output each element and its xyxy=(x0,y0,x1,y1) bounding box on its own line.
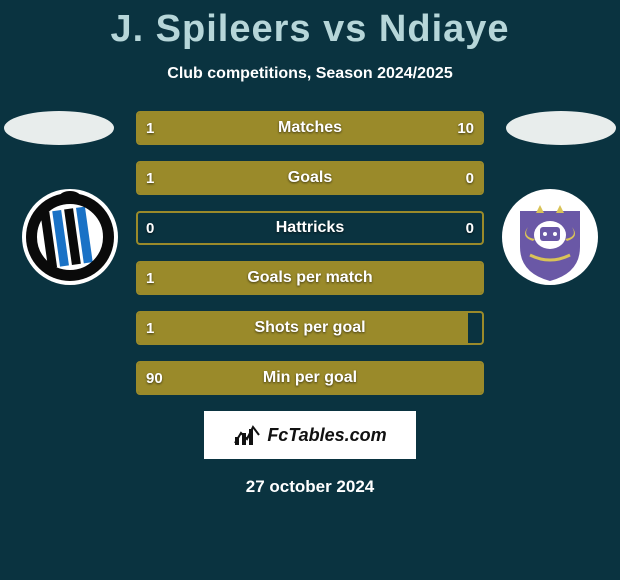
club-right-badge xyxy=(500,187,600,287)
page-title: J. Spileers vs Ndiaye xyxy=(0,8,620,51)
club-left-badge xyxy=(20,187,120,287)
stat-label: Shots per goal xyxy=(138,313,482,343)
stat-row-min-per-goal: Min per goal90 xyxy=(136,361,484,395)
stat-label: Min per goal xyxy=(138,363,482,393)
brand-label: FcTables.com xyxy=(267,425,386,446)
stat-label: Matches xyxy=(138,113,482,143)
stat-row-goals-per-match: Goals per match1 xyxy=(136,261,484,295)
stat-value-left: 1 xyxy=(146,113,154,143)
stat-row-hattricks: Hattricks0 0 xyxy=(136,211,484,245)
player-right-ellipse xyxy=(506,111,616,145)
date-label: 27 october 2024 xyxy=(0,477,620,497)
stat-value-right: 10 xyxy=(457,113,474,143)
brand-badge: FcTables.com xyxy=(204,411,416,459)
stat-label: Goals per match xyxy=(138,263,482,293)
stat-value-left: 1 xyxy=(146,313,154,343)
brand-chart-icon xyxy=(233,423,261,447)
stat-value-left: 90 xyxy=(146,363,163,393)
subtitle: Club competitions, Season 2024/2025 xyxy=(0,65,620,83)
stat-value-right: 0 xyxy=(466,163,474,193)
stat-row-shots-per-goal: Shots per goal1 xyxy=(136,311,484,345)
stat-value-left: 1 xyxy=(146,263,154,293)
stat-row-matches: Matches1 10 xyxy=(136,111,484,145)
stat-label: Hattricks xyxy=(138,213,482,243)
stat-value-right: 0 xyxy=(466,213,474,243)
player-left-ellipse xyxy=(4,111,114,145)
comparison-chart: Matches110Goals10Hattricks00Goals per ma… xyxy=(0,111,620,395)
stat-row-goals: Goals1 0 xyxy=(136,161,484,195)
stat-value-left: 1 xyxy=(146,163,154,193)
stat-label: Goals xyxy=(138,163,482,193)
stat-bars: Matches110Goals10Hattricks00Goals per ma… xyxy=(136,111,484,395)
stat-value-left: 0 xyxy=(146,213,154,243)
